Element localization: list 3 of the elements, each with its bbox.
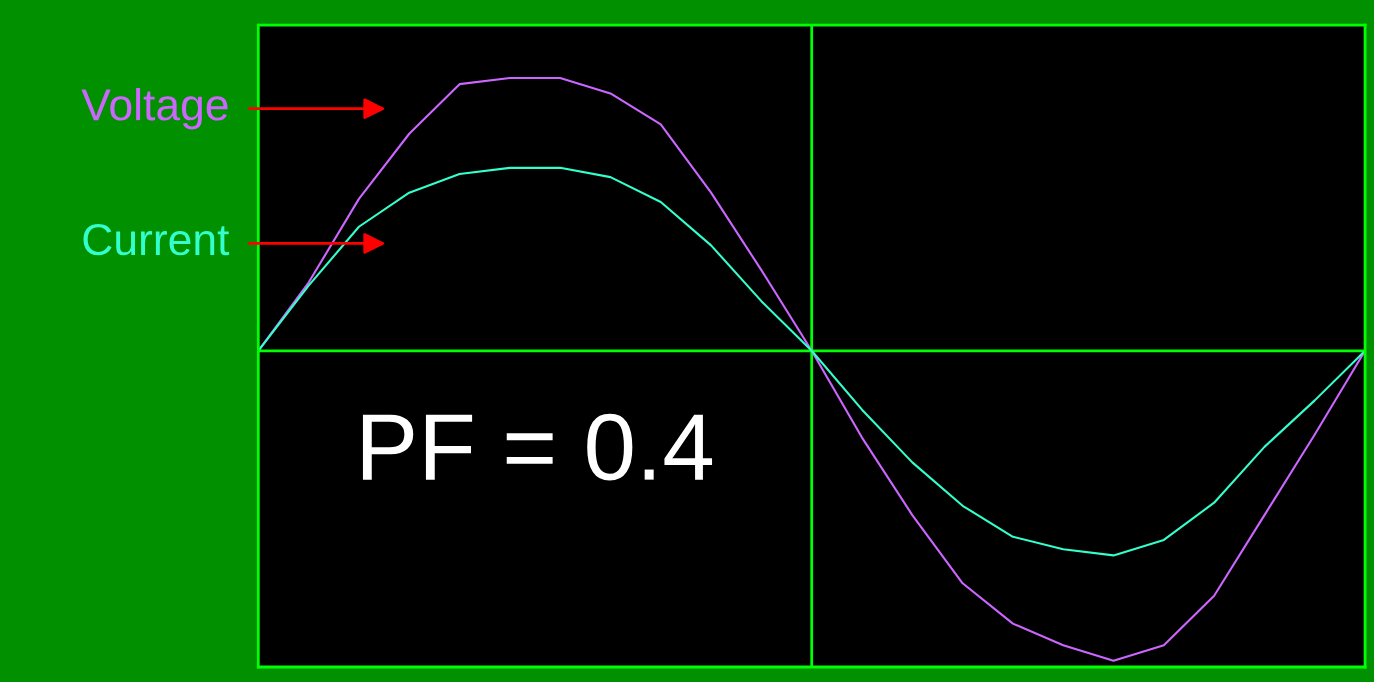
annotation: PF = 0.4: [362, 413, 713, 481]
text: Voltage: [81, 87, 228, 130]
series-label: Current: [83, 223, 230, 256]
